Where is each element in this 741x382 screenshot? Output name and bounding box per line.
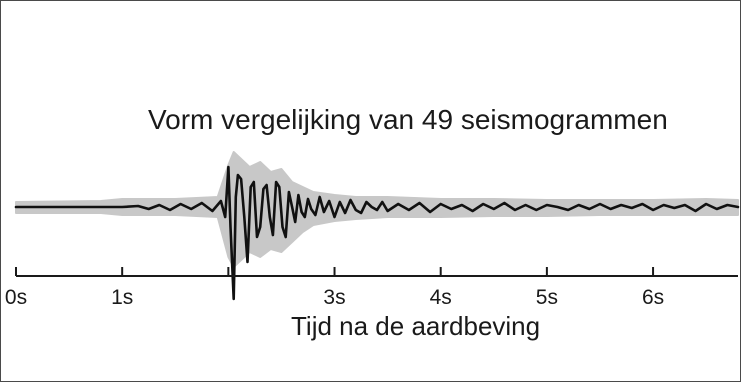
chart-title: Vorm vergelijking van 49 seismogrammen <box>148 104 668 135</box>
x-axis-label: Tijd na de aardbeving <box>291 311 540 341</box>
mean-trace-layer <box>14 165 740 301</box>
x-tick-label: 6s <box>642 286 664 309</box>
x-tick-label: 4s <box>430 286 452 309</box>
x-tick-label: 3s <box>323 286 345 309</box>
mean-trace-line <box>14 165 740 301</box>
x-axis: 0s 1s 3s 4s 5s 6s <box>5 267 738 309</box>
x-tick-label: 5s <box>536 286 558 309</box>
x-tick-label: 0s <box>5 286 27 309</box>
x-tick-label: 1s <box>111 286 133 309</box>
